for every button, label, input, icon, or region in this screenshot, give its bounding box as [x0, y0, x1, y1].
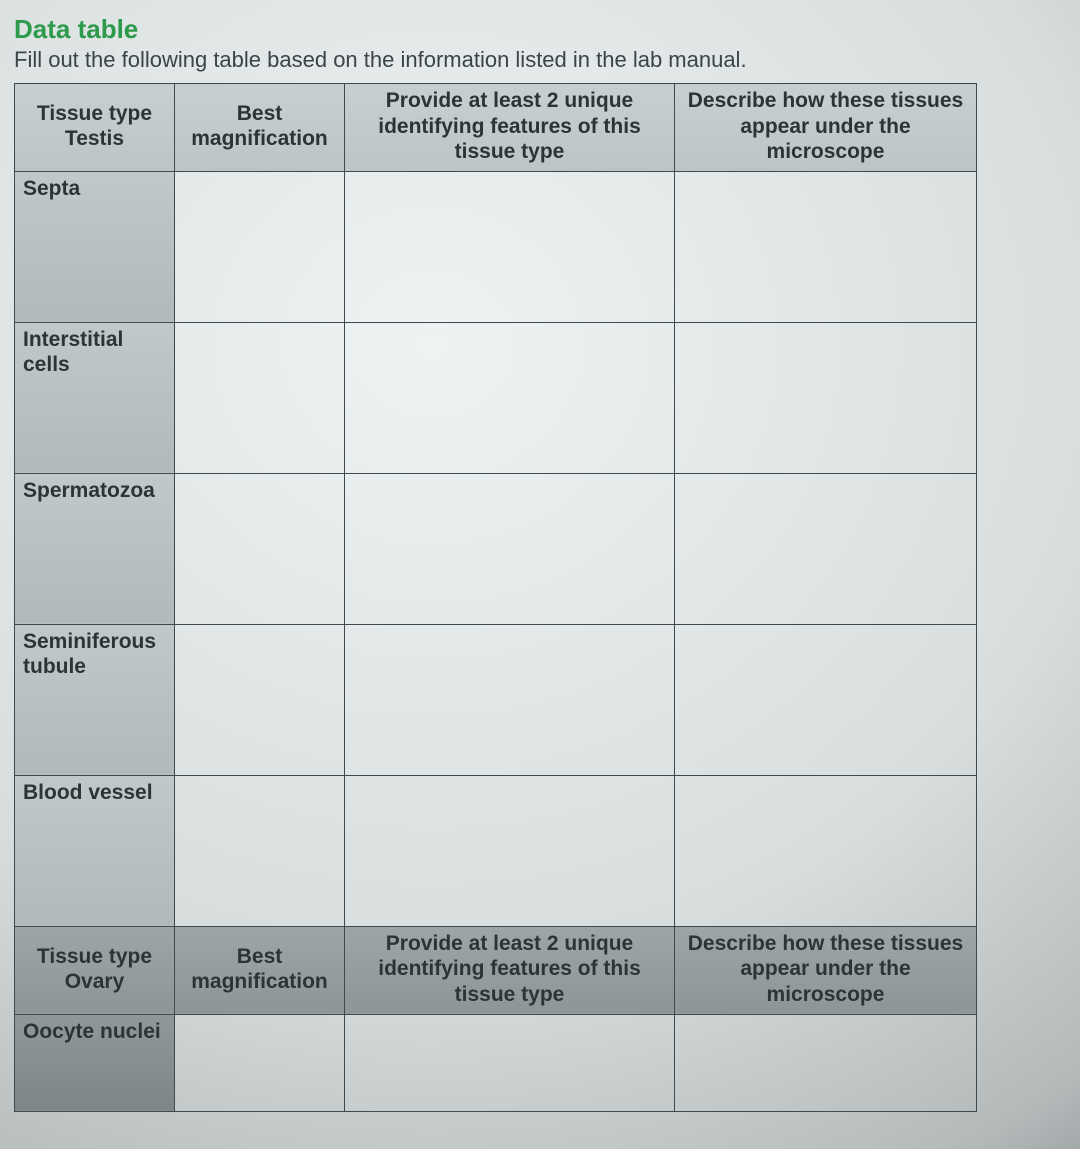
col-header-tissue-type: Tissue typeTestis — [15, 84, 175, 172]
cell-blank[interactable] — [345, 1014, 675, 1111]
table-header-row-ovary: Tissue typeOvary Bestmagnification Provi… — [15, 926, 977, 1014]
cell-blank[interactable] — [675, 775, 977, 926]
data-table: Tissue typeTestis Bestmagnification Prov… — [14, 83, 977, 1112]
cell-blank[interactable] — [345, 473, 675, 624]
cell-blank[interactable] — [175, 624, 345, 775]
cell-blank[interactable] — [345, 624, 675, 775]
row-label-oocyte: Oocyte nuclei — [15, 1014, 175, 1111]
page-title: Data table — [14, 14, 1070, 45]
cell-blank[interactable] — [175, 775, 345, 926]
table-row: Oocyte nuclei — [15, 1014, 977, 1111]
cell-blank[interactable] — [345, 322, 675, 473]
col-header-features: Provide at least 2 unique identifying fe… — [345, 84, 675, 172]
cell-blank[interactable] — [175, 322, 345, 473]
row-label-interstitial: Interstitial cells — [15, 322, 175, 473]
hdr-tissue-type-line1: Tissue typeTestis — [37, 102, 152, 151]
col-header-magnification: Bestmagnification — [175, 84, 345, 172]
cell-blank[interactable] — [675, 473, 977, 624]
page-subtitle: Fill out the following table based on th… — [14, 47, 1070, 73]
cell-blank[interactable] — [675, 1014, 977, 1111]
col-header-tissue-type-ovary: Tissue typeOvary — [15, 926, 175, 1014]
cell-blank[interactable] — [175, 171, 345, 322]
cell-blank[interactable] — [675, 624, 977, 775]
cell-blank[interactable] — [345, 775, 675, 926]
cell-blank[interactable] — [175, 1014, 345, 1111]
table-row: Spermatozoa — [15, 473, 977, 624]
table-row: Septa — [15, 171, 977, 322]
table-row: Blood vessel — [15, 775, 977, 926]
row-label-septa: Septa — [15, 171, 175, 322]
row-label-spermatozoa: Spermatozoa — [15, 473, 175, 624]
col-header-appearance-2: Describe how these tissues appear under … — [675, 926, 977, 1014]
col-header-features-2: Provide at least 2 unique identifying fe… — [345, 926, 675, 1014]
row-label-blood-vessel: Blood vessel — [15, 775, 175, 926]
col-header-magnification-2: Bestmagnification — [175, 926, 345, 1014]
cell-blank[interactable] — [175, 473, 345, 624]
col-header-appearance: Describe how these tissues appear under … — [675, 84, 977, 172]
table-row: Seminiferous tubule — [15, 624, 977, 775]
table-row: Interstitial cells — [15, 322, 977, 473]
cell-blank[interactable] — [675, 322, 977, 473]
cell-blank[interactable] — [675, 171, 977, 322]
table-header-row-testis: Tissue typeTestis Bestmagnification Prov… — [15, 84, 977, 172]
cell-blank[interactable] — [345, 171, 675, 322]
row-label-seminiferous: Seminiferous tubule — [15, 624, 175, 775]
